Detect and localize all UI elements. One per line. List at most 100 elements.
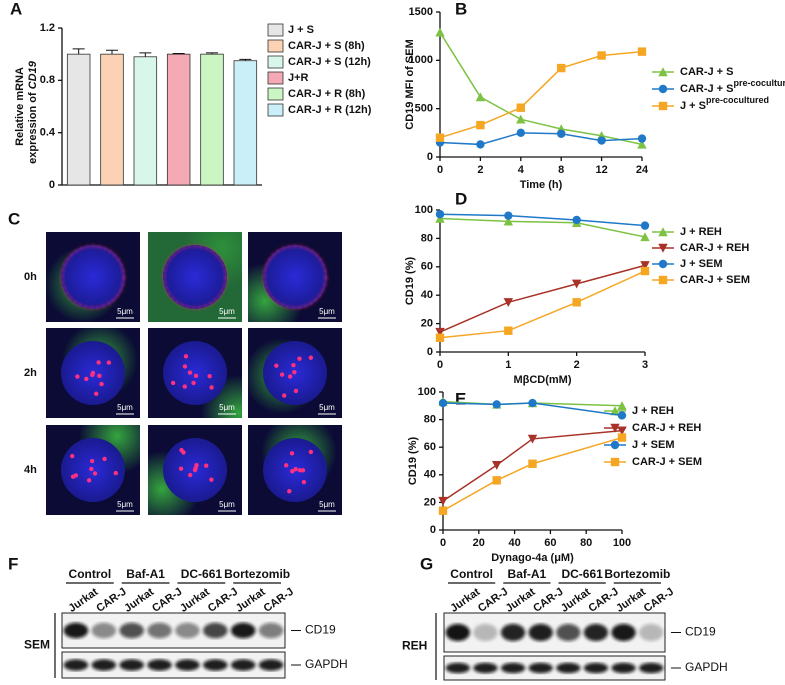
band xyxy=(473,662,498,674)
panel-letter: G xyxy=(420,554,433,573)
puncta xyxy=(293,388,299,394)
legend-swatch xyxy=(267,103,284,117)
legend-swatch xyxy=(267,23,284,37)
marker xyxy=(516,114,526,124)
bar xyxy=(166,53,191,186)
band xyxy=(63,659,89,671)
lane-label: CAR-J xyxy=(206,586,240,615)
green-cell xyxy=(201,375,242,418)
y-tick-label: 40 xyxy=(421,289,433,301)
image-content xyxy=(248,245,327,322)
puncta xyxy=(287,489,292,494)
error-bar xyxy=(206,52,218,55)
marker xyxy=(438,496,448,506)
marker xyxy=(527,434,538,444)
lane-label: Jurkat xyxy=(448,586,482,615)
band xyxy=(445,623,470,642)
puncta xyxy=(193,373,199,379)
marker xyxy=(528,459,537,468)
image-content xyxy=(148,232,242,322)
legend-label: CAR-J + S xyxy=(680,66,734,78)
cell-line-label: REH xyxy=(402,639,427,653)
protein-label: GAPDH xyxy=(685,660,728,674)
bar xyxy=(233,60,258,186)
panel-letter: F xyxy=(8,554,18,573)
puncta xyxy=(89,466,94,472)
marker xyxy=(475,92,486,102)
error-bar xyxy=(172,53,185,55)
y-axis-label-line: Relative mRNA xyxy=(14,67,26,146)
legend-name: J + S xyxy=(680,100,706,112)
x-axis-label: Time (h) xyxy=(520,179,563,191)
puncta xyxy=(86,478,92,483)
puncta xyxy=(90,372,95,378)
puncta xyxy=(209,477,214,482)
puncta xyxy=(106,360,112,365)
image-content xyxy=(163,341,242,418)
puncta xyxy=(75,374,80,379)
y-tick-label: 500 xyxy=(415,103,433,115)
lane-label: CAR-J xyxy=(262,586,296,615)
marker xyxy=(476,120,485,130)
puncta xyxy=(191,380,196,386)
marker xyxy=(658,101,668,111)
group-label: DC-661 xyxy=(181,567,223,581)
band xyxy=(119,659,144,671)
puncta xyxy=(182,364,188,369)
band xyxy=(528,662,553,674)
scale-label: 5μm xyxy=(319,307,335,316)
band xyxy=(473,623,498,642)
y-tick-label: 0 xyxy=(49,179,55,191)
panel-letter: E xyxy=(455,389,466,408)
y-tick-label: 80 xyxy=(421,232,433,244)
puncta xyxy=(96,360,101,365)
error-bar xyxy=(239,58,252,61)
puncta xyxy=(283,463,289,468)
marker xyxy=(492,476,501,485)
y-tick-label: 60 xyxy=(424,441,436,453)
lane-label: CAR-J xyxy=(586,586,620,615)
x-tick-label: 12 xyxy=(595,164,607,176)
legend-name: J + SEM xyxy=(632,439,675,451)
membrane xyxy=(163,245,227,309)
y-tick-label: 1000 xyxy=(409,54,433,66)
group-label: Bortezomib xyxy=(224,567,290,581)
legend-label: J + REH xyxy=(632,405,674,417)
group-label: DC-661 xyxy=(561,567,603,581)
puncta xyxy=(70,453,75,459)
nucleus xyxy=(61,245,125,309)
bar xyxy=(133,56,158,186)
marker xyxy=(640,221,650,230)
image-content xyxy=(46,245,125,322)
y-tick-label: 20 xyxy=(424,496,436,508)
legend-swatch xyxy=(267,39,284,53)
marker xyxy=(637,139,647,149)
marker xyxy=(438,506,448,515)
marker xyxy=(528,398,537,408)
legend-label: CAR-J + S (12h) xyxy=(288,56,371,68)
micrograph: 5μm xyxy=(248,232,342,322)
x-tick-label: 0 xyxy=(437,164,443,176)
marker xyxy=(435,27,445,37)
y-tick-label: 1500 xyxy=(409,6,433,18)
marker xyxy=(610,440,620,450)
band xyxy=(639,623,664,642)
x-tick-label: 80 xyxy=(580,537,592,549)
error-bar xyxy=(106,49,118,55)
marker xyxy=(503,216,514,226)
legend-label: CAR-J + S (8h) xyxy=(288,40,365,52)
marker xyxy=(476,140,485,149)
band xyxy=(63,622,89,639)
marker xyxy=(504,211,513,220)
legend-label: J + S xyxy=(288,24,314,36)
marker xyxy=(637,134,647,143)
marker xyxy=(557,129,566,138)
marker xyxy=(658,67,668,77)
puncta xyxy=(183,354,189,359)
marker xyxy=(503,298,514,307)
series-line xyxy=(439,132,643,146)
puncta xyxy=(89,458,95,464)
legend-label: CAR-J + SEM xyxy=(632,456,702,468)
band xyxy=(147,659,172,671)
lane-label: Jurkat xyxy=(66,586,100,615)
